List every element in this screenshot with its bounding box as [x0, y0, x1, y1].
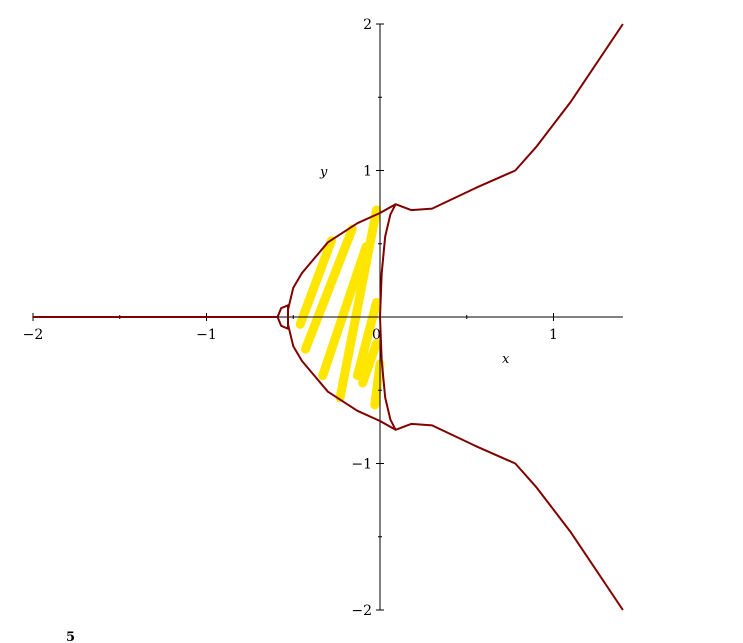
x-tick-label: −1 — [196, 327, 217, 343]
highlight-stroke — [352, 297, 382, 381]
x-tick-label: −2 — [23, 327, 44, 343]
stray-mark: 5 — [66, 630, 75, 643]
y-tick-labels: 2 1 −1 −2 — [351, 17, 372, 619]
curve-series-3 — [33, 304, 289, 330]
x-tick-label: 0 — [372, 327, 381, 343]
highlight-stroke — [295, 236, 336, 329]
highlight-stroke — [358, 338, 382, 388]
x-axis-label: x — [502, 352, 510, 367]
y-tick-label: −1 — [351, 457, 372, 473]
highlight-stroke — [370, 359, 385, 410]
highlight-stroke — [318, 242, 371, 381]
x-tick-label: 1 — [549, 327, 558, 343]
yellow-highlight-strokes — [295, 205, 385, 410]
highlight-stroke — [335, 205, 382, 403]
y-axis-label: y — [319, 165, 328, 180]
y-tick-label: −2 — [351, 603, 372, 619]
curve-series-2 — [379, 203, 397, 431]
y-axis-ticks — [376, 23, 384, 611]
x-tick-labels: −2 −1 0 1 — [23, 327, 558, 343]
y-tick-label: 1 — [363, 164, 372, 180]
y-tick-label: 2 — [363, 17, 372, 33]
curve-series-group — [33, 23, 624, 611]
highlight-stroke — [300, 224, 357, 354]
